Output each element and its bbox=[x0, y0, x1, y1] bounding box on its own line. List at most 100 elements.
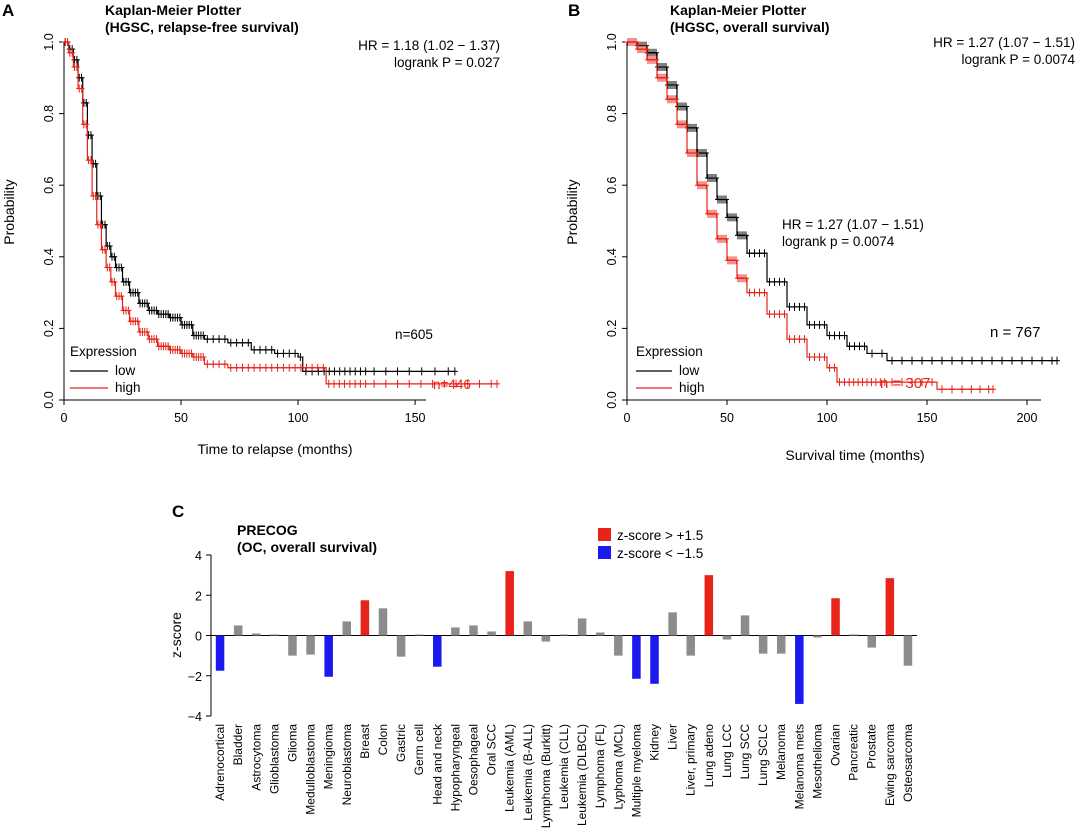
censor-mark-high bbox=[87, 156, 94, 165]
category-label: Glioblastoma bbox=[267, 724, 281, 794]
censor-mark-high bbox=[406, 379, 413, 388]
censor-mark-high bbox=[663, 73, 669, 82]
censor-mark-low bbox=[1054, 356, 1060, 365]
category-label: Bladder bbox=[231, 724, 245, 765]
y-tick-label: 0.0 bbox=[42, 391, 56, 408]
category-label: Mesothelioma bbox=[810, 724, 824, 799]
panel-c-ylabel: z-score bbox=[168, 612, 184, 658]
bar bbox=[487, 631, 496, 636]
category-label: Lung SCLC bbox=[756, 724, 770, 786]
censor-mark-low bbox=[268, 345, 275, 354]
censor-mark-high bbox=[464, 379, 471, 388]
censor-mark-high bbox=[153, 335, 160, 344]
censor-mark-high bbox=[325, 379, 332, 388]
panel-b-n-low: n = 767 bbox=[990, 324, 1040, 341]
censor-mark-high bbox=[106, 263, 113, 272]
y-tick-label: 0.8 bbox=[605, 105, 619, 122]
panel-b-legend: Expression low high bbox=[636, 344, 705, 395]
panel-b-series bbox=[625, 38, 1060, 394]
series-low-line bbox=[627, 41, 1057, 362]
panel-a-n-low: n=605 bbox=[395, 327, 433, 342]
censor-mark-low bbox=[821, 320, 828, 329]
panel-label-a: A bbox=[2, 1, 14, 20]
panel-b-subtitle: (HGSC, overall survival) bbox=[670, 19, 830, 35]
censor-mark-high bbox=[309, 363, 316, 372]
censor-mark-high bbox=[280, 363, 287, 372]
category-label: Lymphoma (FL) bbox=[593, 724, 607, 808]
censor-mark-low bbox=[302, 367, 309, 376]
censor-mark-low bbox=[431, 367, 438, 376]
panel-b-hr: HR = 1.27 (1.07 − 1.51) bbox=[933, 35, 1075, 50]
bar bbox=[885, 578, 895, 636]
censor-mark-high bbox=[341, 379, 348, 388]
censor-mark-low bbox=[1029, 356, 1035, 365]
x-tick-label: 200 bbox=[1017, 411, 1038, 425]
censor-mark-low bbox=[83, 98, 90, 107]
x-tick-label: 100 bbox=[817, 411, 838, 425]
censor-mark-high bbox=[801, 335, 808, 344]
censor-mark-low bbox=[723, 195, 729, 204]
censor-mark-low bbox=[357, 367, 364, 376]
censor-mark-high bbox=[733, 256, 739, 265]
y-tick-label: 0.2 bbox=[42, 320, 56, 337]
category-label: Leukemia (B-ALL) bbox=[521, 724, 535, 821]
y-tick-label: 0.4 bbox=[42, 248, 56, 265]
category-label: Pancreatic bbox=[847, 724, 861, 781]
x-tick-label: 50 bbox=[174, 411, 188, 425]
censor-mark-high bbox=[362, 379, 369, 388]
category-label: Glioma bbox=[285, 724, 299, 762]
category-label: Melanoma mets bbox=[792, 724, 806, 809]
bar bbox=[758, 635, 768, 654]
panel-c-legend-neg-swatch bbox=[598, 546, 611, 559]
censor-mark-high bbox=[441, 379, 448, 388]
x-tick-label: 150 bbox=[405, 411, 426, 425]
censor-mark-low bbox=[78, 73, 85, 82]
bar bbox=[233, 625, 243, 636]
bar bbox=[849, 634, 858, 636]
category-label: Germ cell bbox=[412, 724, 426, 775]
category-label: Ewing sarcoma bbox=[883, 724, 897, 806]
censor-mark-high bbox=[144, 327, 151, 336]
panel-label-b: B bbox=[568, 1, 580, 20]
censor-mark-high bbox=[968, 385, 975, 394]
censor-mark-high bbox=[382, 379, 389, 388]
category-label: Hypopharyngeal bbox=[448, 724, 462, 811]
censor-mark-low bbox=[87, 131, 94, 140]
censor-mark-high bbox=[251, 363, 258, 372]
censor-mark-low bbox=[216, 335, 223, 344]
censor-mark-high bbox=[633, 38, 639, 46]
panel-a-km-plot: A Kaplan-Meier Plotter (HGSC, relapse-fr… bbox=[1, 1, 500, 457]
censor-mark-low bbox=[262, 345, 269, 354]
panel-a-legend-title: Expression bbox=[70, 344, 137, 359]
category-label: Head and neck bbox=[430, 723, 444, 805]
censor-mark-low bbox=[347, 367, 354, 376]
panel-c-subtitle: (OC, overall survival) bbox=[237, 539, 377, 555]
censor-mark-high bbox=[303, 363, 310, 372]
bar bbox=[378, 608, 388, 636]
censor-mark-high bbox=[494, 379, 500, 388]
censor-mark-high bbox=[881, 378, 888, 387]
censor-mark-high bbox=[233, 363, 240, 372]
panel-a-legend: Expression low high bbox=[70, 344, 141, 395]
bar bbox=[722, 635, 732, 640]
bar bbox=[505, 571, 514, 636]
category-label: Lung adeno bbox=[702, 724, 716, 788]
panel-c-legend-neg: z-score < −1.5 bbox=[617, 546, 703, 561]
panel-a-title: Kaplan-Meier Plotter bbox=[105, 2, 242, 18]
censor-mark-low bbox=[394, 367, 401, 376]
censor-mark-low bbox=[801, 302, 808, 311]
bar bbox=[595, 632, 605, 636]
censor-mark-low bbox=[371, 367, 378, 376]
censor-mark-low bbox=[251, 345, 258, 354]
censor-mark-high bbox=[262, 363, 269, 372]
censor-mark-high bbox=[352, 379, 359, 388]
panel-a-series bbox=[62, 38, 500, 388]
censor-mark-high bbox=[357, 379, 364, 388]
censor-mark-low bbox=[106, 242, 113, 251]
y-tick-label: 0.0 bbox=[605, 391, 619, 408]
category-label: Ovarian bbox=[829, 724, 843, 766]
category-label: Melanoma bbox=[774, 724, 788, 780]
censor-mark-low bbox=[111, 252, 118, 261]
censor-mark-low bbox=[653, 48, 659, 57]
censor-mark-low bbox=[949, 356, 955, 365]
